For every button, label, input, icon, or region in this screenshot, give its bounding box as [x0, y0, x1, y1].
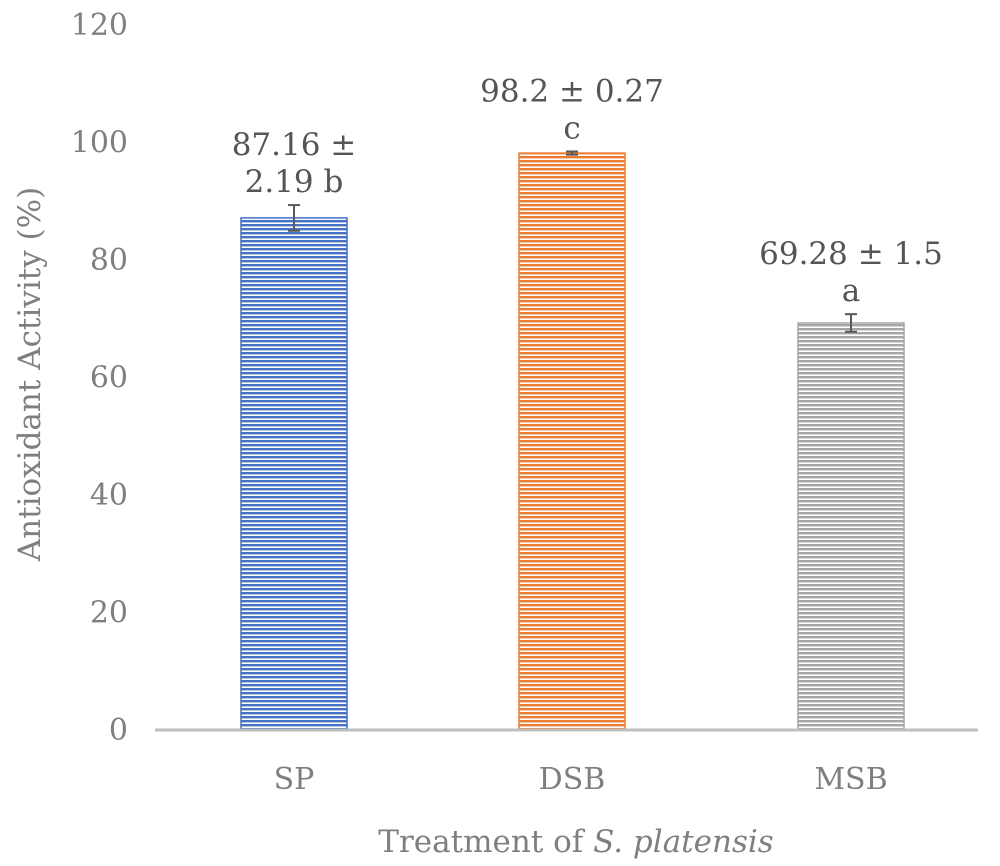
x-axis-title: Treatment of S. platensis: [378, 824, 773, 860]
x-category-label: DSB: [539, 762, 606, 797]
y-tick-label: 80: [90, 243, 128, 278]
data-label: 87.16 ±: [232, 127, 357, 163]
x-category-label: MSB: [814, 762, 887, 797]
error-bar-dsb: [566, 150, 578, 156]
y-tick-label: 120: [71, 8, 128, 43]
error-bar-sp: [288, 204, 300, 232]
bar-msb: [797, 322, 905, 731]
data-label: 69.28 ± 1.5: [759, 236, 943, 272]
x-category-label: SP: [274, 762, 315, 797]
error-bars: [288, 150, 857, 333]
x-axis-title-prefix: Treatment of: [378, 824, 593, 860]
data-label: 98.2 ± 0.27: [480, 73, 664, 109]
data-label: a: [842, 273, 860, 309]
y-axis-ticks: 0 20 40 60 80 100 120: [71, 8, 128, 748]
y-axis-title: Antioxidant Activity (%): [12, 187, 48, 562]
x-axis-title-italic: S. platensis: [593, 824, 774, 860]
data-labels: 87.16 ±2.19 b 98.2 ± 0.27c 69.28 ± 1.5a: [232, 73, 943, 309]
y-tick-label: 20: [90, 596, 128, 631]
y-tick-label: 60: [90, 361, 128, 396]
y-tick-label: 0: [109, 713, 128, 748]
data-label: 2.19 b: [245, 164, 344, 200]
bar-dsb: [518, 152, 626, 731]
bar-sp: [240, 217, 348, 731]
y-tick-label: 40: [90, 478, 128, 513]
data-label: c: [563, 110, 580, 146]
x-axis-categories: SP DSB MSB: [274, 762, 888, 797]
y-tick-label: 100: [71, 126, 128, 161]
error-bar-msb: [845, 313, 857, 333]
